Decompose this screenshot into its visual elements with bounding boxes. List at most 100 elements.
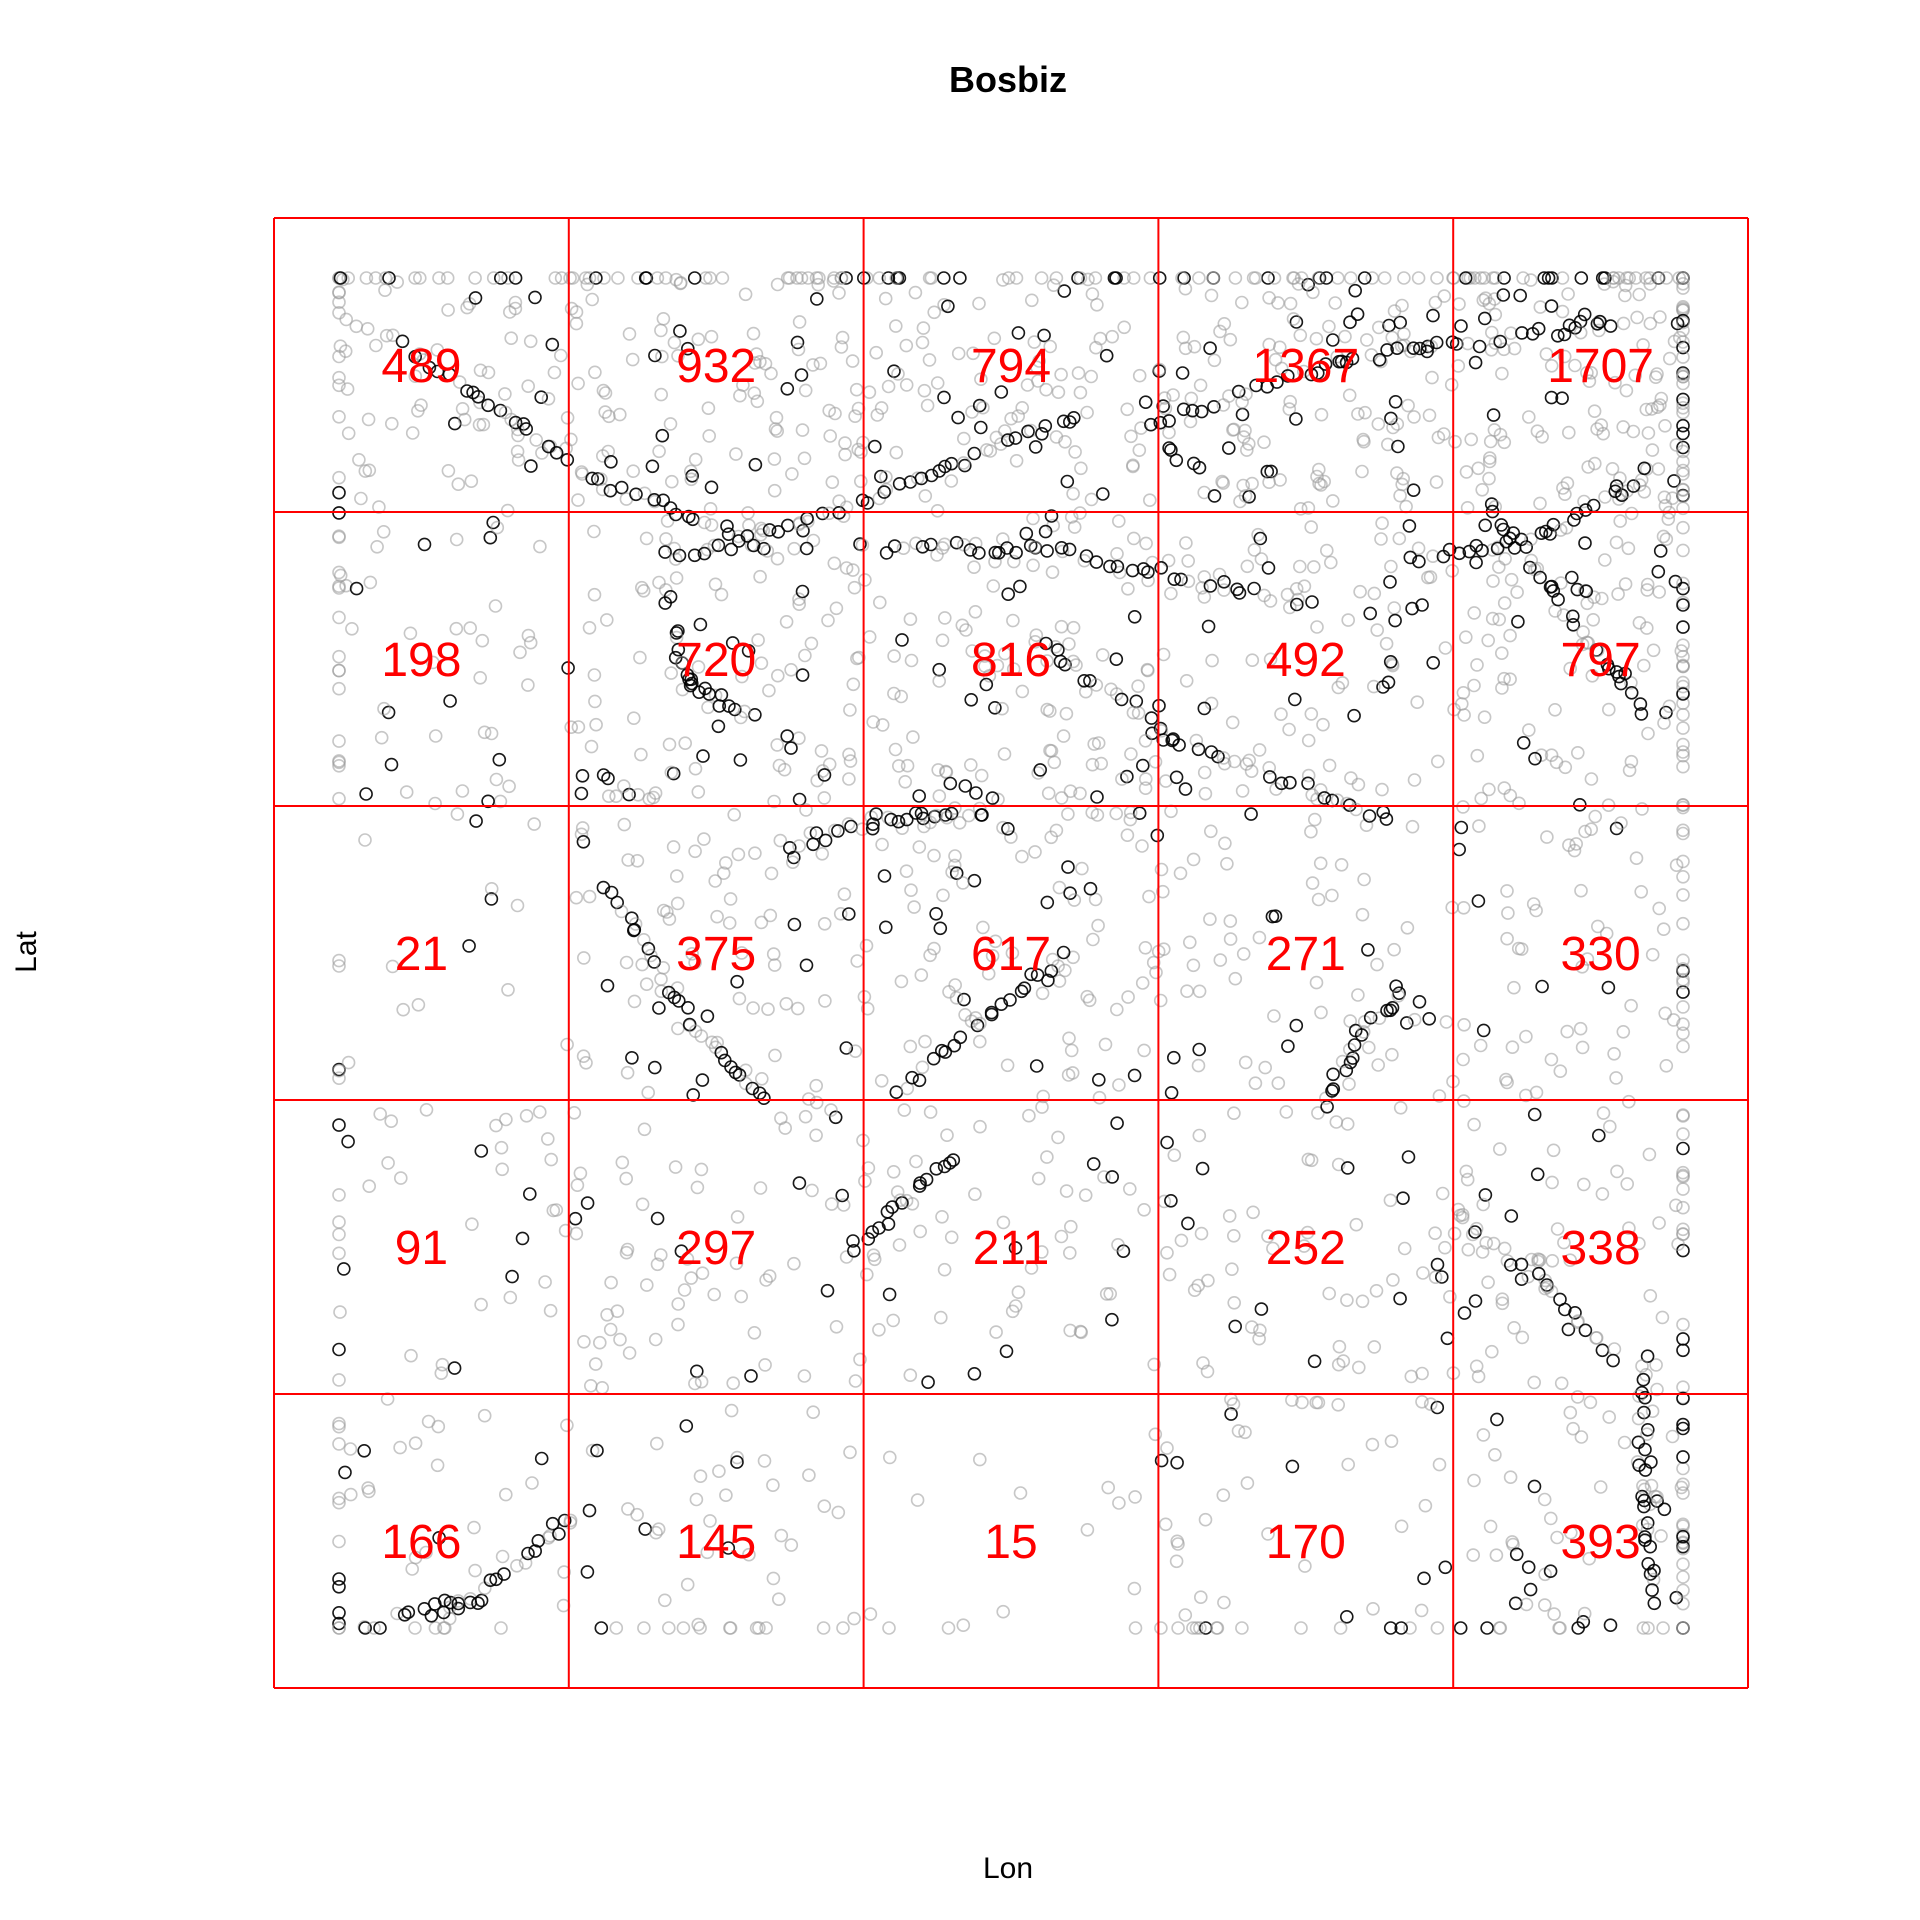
point-2312: [644, 948, 658, 963]
point-282: [1084, 492, 1099, 507]
point-359: [1429, 475, 1444, 489]
point-11: [360, 321, 375, 336]
point-1868: [430, 1458, 445, 1473]
point-2272: [1197, 570, 1212, 584]
point-23: [408, 369, 423, 384]
point-2106: [471, 389, 486, 404]
point-2411: [1347, 1038, 1362, 1052]
point-1299: [1092, 1090, 1107, 1105]
point-1906: [816, 1621, 831, 1635]
point-929: [895, 633, 909, 647]
point-2132: [685, 512, 700, 527]
point-2166: [892, 476, 907, 491]
point-1888: [477, 1408, 492, 1423]
point-270: [1105, 329, 1119, 344]
point-2013: [1216, 1488, 1231, 1502]
point-1285: [1000, 1058, 1015, 1073]
point-1495: [1501, 906, 1515, 920]
point-1433: [1186, 852, 1201, 867]
point-1751: [1253, 1323, 1267, 1338]
point-1455: [1676, 854, 1690, 869]
point-1367: [1061, 807, 1075, 821]
point-862: [1031, 766, 1045, 780]
point-1449: [1569, 837, 1583, 851]
point-323: [872, 271, 887, 285]
point-393: [1289, 412, 1303, 426]
point-771: [735, 669, 749, 684]
point-469: [1216, 476, 1230, 490]
point-932: [1040, 702, 1054, 717]
point-387: [1388, 394, 1403, 409]
point-866: [1059, 706, 1074, 721]
point-1179: [396, 1002, 411, 1017]
point-375: [1236, 478, 1250, 493]
point-1990: [1154, 1453, 1169, 1468]
point-784: [688, 761, 703, 776]
point-1860: [373, 1621, 387, 1635]
point-1648: [968, 1187, 982, 1201]
point-1168: [1640, 577, 1655, 592]
point-1773: [1563, 1253, 1577, 1267]
point-1565: [604, 1275, 618, 1290]
point-96: [790, 335, 805, 350]
point-1523: [505, 1269, 519, 1284]
point-1186: [332, 1063, 346, 1078]
point-592: [1468, 355, 1483, 370]
point-1344: [1064, 1043, 1079, 1058]
point-459: [1268, 352, 1283, 367]
point-104: [813, 356, 828, 371]
point-2001: [1295, 1395, 1309, 1410]
point-1029: [1197, 590, 1212, 604]
point-1012: [1178, 782, 1193, 796]
point-244: [1117, 271, 1131, 285]
point-2072: [1676, 1535, 1690, 1550]
point-901: [858, 573, 872, 587]
point-1508: [1599, 926, 1614, 941]
point-1942: [621, 1502, 635, 1516]
point-2380: [1030, 968, 1045, 982]
point-2311: [641, 941, 656, 956]
point-757: [609, 789, 623, 804]
point-691: [490, 520, 505, 535]
cell-count-r2-c0: 21: [395, 928, 448, 981]
point-1783: [1676, 1317, 1690, 1332]
point-426: [1207, 353, 1222, 368]
point-84: [362, 463, 377, 478]
point-671: [417, 537, 432, 552]
point-1864: [408, 1621, 422, 1635]
point-310: [972, 398, 987, 413]
point-751: [784, 741, 798, 755]
point-891: [965, 644, 980, 658]
point-1005: [1347, 708, 1361, 723]
point-1205: [818, 994, 832, 1008]
point-1240: [652, 1001, 666, 1015]
point-1743: [1192, 1128, 1207, 1143]
point-1879: [343, 1442, 358, 1456]
point-149: [809, 292, 824, 306]
point-1430: [1267, 1009, 1281, 1023]
point-1950: [972, 1452, 987, 1467]
point-21: [332, 295, 346, 310]
point-1384: [1154, 862, 1169, 877]
point-660: [1676, 467, 1690, 481]
point-1654: [861, 1161, 876, 1175]
point-2526: [1514, 1257, 1529, 1272]
point-1651: [858, 1174, 872, 1188]
point-1816: [1471, 1369, 1486, 1384]
point-1693: [933, 1310, 948, 1325]
point-1063: [1497, 596, 1512, 610]
point-358: [1428, 295, 1443, 310]
point-774: [846, 677, 861, 692]
point-69: [541, 391, 556, 406]
point-1354: [1029, 1059, 1044, 1073]
point-316: [889, 271, 904, 285]
point-777: [574, 786, 589, 801]
point-1673: [1086, 1157, 1101, 1171]
point-1809: [1545, 1175, 1559, 1190]
point-1151: [1676, 748, 1690, 763]
point-1637: [1008, 1241, 1023, 1255]
point-1483: [1629, 851, 1644, 866]
point-541: [1651, 271, 1666, 285]
point-2257: [1040, 544, 1054, 558]
point-686: [428, 796, 442, 811]
